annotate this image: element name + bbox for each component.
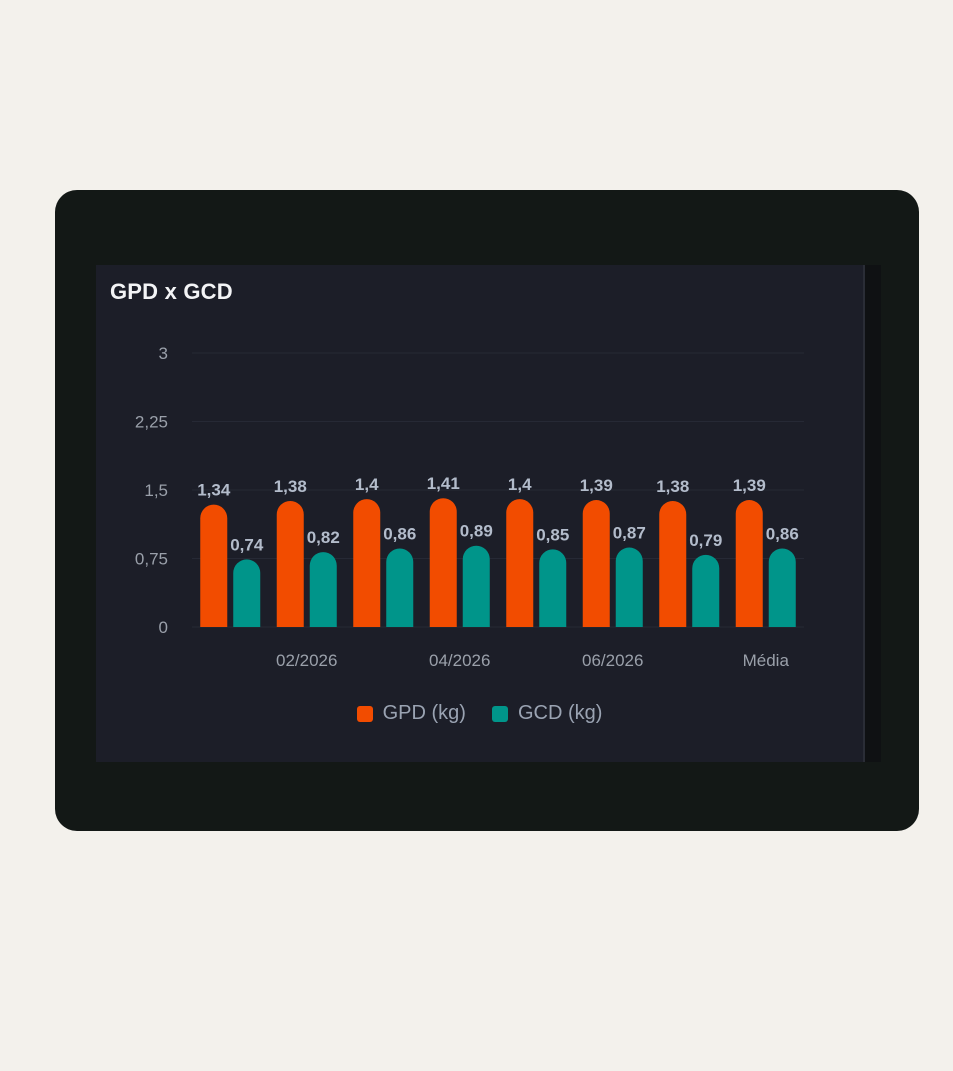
data-label-gcd: 0,86	[766, 524, 799, 543]
y-tick-label: 1,5	[144, 481, 168, 500]
bar-gcd	[462, 545, 490, 627]
bar-gpd	[200, 504, 228, 627]
bar-gcd	[768, 548, 796, 627]
bar-gpd	[353, 499, 381, 627]
legend-item-gpd[interactable]: GPD (kg)	[356, 702, 466, 725]
data-label-gpd: 1,4	[508, 475, 532, 494]
data-label-gcd: 0,87	[613, 524, 646, 543]
bar-gcd	[692, 554, 720, 627]
data-label-gpd: 1,34	[197, 481, 231, 500]
x-tick-label: Média	[743, 651, 790, 670]
bar-gpd	[735, 500, 763, 627]
bar-gpd	[429, 498, 457, 627]
legend-swatch-gcd	[491, 705, 508, 722]
bar-gpd	[659, 500, 687, 627]
legend-label-gcd: GCD (kg)	[517, 702, 603, 724]
data-label-gpd: 1,4	[355, 475, 379, 494]
bar-gpd	[582, 500, 610, 627]
x-tick-label: 04/2026	[429, 651, 490, 670]
data-label-gpd: 1,41	[427, 474, 460, 493]
legend-label-gpd: GPD (kg)	[382, 702, 466, 724]
data-label-gpd: 1,39	[733, 476, 766, 495]
legend-swatch-gpd	[356, 705, 373, 722]
y-tick-label: 0	[159, 618, 168, 637]
bar-gcd	[386, 548, 414, 627]
data-label-gcd: 0,85	[536, 525, 569, 544]
data-label-gcd: 0,86	[383, 524, 416, 543]
bar-gpd	[276, 500, 304, 627]
bar-gpd	[506, 499, 534, 627]
outer-card: GPD x GCD 0 0,75 1,5 2,25 3 1,34 1,38 1,4 1,41 1,…	[55, 190, 919, 831]
chart-panel: GPD x GCD 0 0,75 1,5 2,25 3 1,34 1,38 1,4 1,41 1,…	[96, 265, 865, 762]
bar-gcd	[233, 559, 261, 627]
data-label-gcd: 0,89	[460, 522, 493, 541]
data-label-gcd: 0,74	[230, 535, 264, 554]
data-label-gpd: 1,38	[274, 477, 307, 496]
x-tick-label: 02/2026	[276, 651, 337, 670]
bar-gcd	[615, 547, 643, 627]
bar-chart: 0 0,75 1,5 2,25 3 1,34 1,38 1,4 1,41 1,4 1,39 1,38 1…	[135, 344, 804, 670]
legend-item-gcd[interactable]: GCD (kg)	[491, 702, 603, 725]
data-label-gpd: 1,39	[580, 476, 613, 495]
panel-edge	[865, 265, 881, 762]
y-tick-label: 0,75	[135, 550, 168, 569]
chart-legend: GPD (kg) GCD (kg)	[96, 702, 863, 725]
y-tick-label: 2,25	[135, 413, 168, 432]
data-label-gpd: 1,38	[656, 477, 689, 496]
bar-gcd	[309, 552, 337, 627]
data-label-gcd: 0,79	[689, 531, 722, 550]
y-tick-label: 3	[159, 344, 168, 363]
chart-title: GPD x GCD	[110, 279, 233, 304]
bar-gcd	[539, 549, 567, 627]
x-tick-label: 06/2026	[582, 651, 643, 670]
data-label-gcd: 0,82	[307, 528, 340, 547]
